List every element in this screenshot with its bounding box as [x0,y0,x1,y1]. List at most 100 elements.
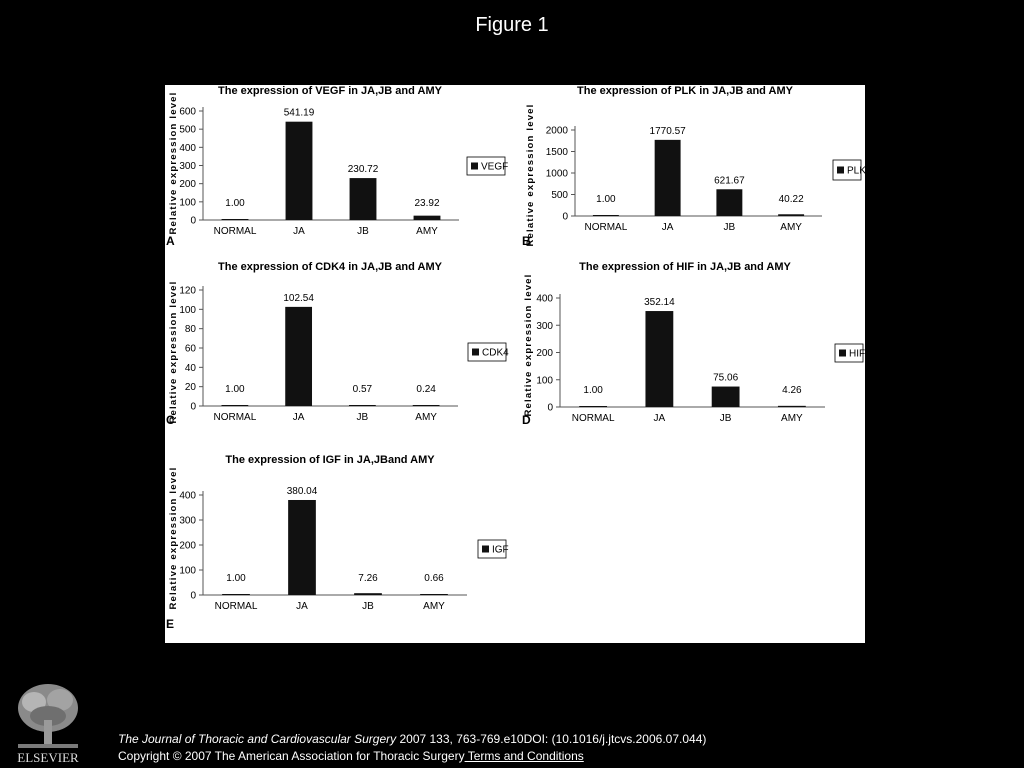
legend-box [834,343,864,363]
x-tick-label: NORMAL [572,413,615,424]
data-label: 7.26 [358,573,378,584]
x-tick-label: NORMAL [584,222,627,233]
figure-panel: The expression of VEGF in JA,JB and AMY 0… [165,85,866,643]
bar [354,593,382,595]
x-tick-label: JB [362,601,374,612]
bar [349,178,377,220]
bar [711,386,740,407]
y-axis-label: Relative expression level [168,466,179,609]
chart-title: The expression of PLK in JA,JB and AMY [577,85,794,97]
y-tick-label: 1500 [546,147,569,158]
legend-box [467,342,507,362]
data-label: 1770.57 [650,126,687,137]
x-tick-label: AMY [780,222,802,233]
bar [716,189,743,216]
bar [412,405,440,406]
data-label: 230.72 [348,164,379,175]
bar [221,219,249,220]
bar [285,306,313,406]
y-tick-label: 200 [179,179,196,190]
y-tick-label: 400 [179,143,196,154]
data-label: 1.00 [225,384,245,395]
bar [579,406,608,407]
x-tick-label: AMY [423,601,445,612]
y-tick-label: 300 [536,321,553,332]
y-tick-label: 20 [185,382,197,393]
bar [778,214,805,216]
citation: 2007 133, 763-769.e10DOI: (10.1016/j.jtc… [396,732,707,746]
panel-letter: E [166,617,174,631]
y-tick-label: 400 [179,491,196,502]
footer: The Journal of Thoracic and Cardiovascul… [118,731,706,765]
y-tick-label: 0 [190,402,196,413]
y-tick-label: 200 [536,348,553,359]
chart-hif: The expression of HIF in JA,JB and AMY 0 1… [522,261,865,427]
bar [413,215,441,220]
logo-text: ELSEVIER [17,750,79,765]
y-tick-label: 400 [536,294,553,305]
x-tick-label: JB [720,413,732,424]
chart-vegf: The expression of VEGF in JA,JB and AMY 0… [166,85,508,248]
bar [654,139,681,216]
citation-line: The Journal of Thoracic and Cardiovascul… [118,731,706,748]
legend-box [832,159,862,181]
bar [348,405,376,406]
legend-box [477,539,507,559]
y-axis-label: Relative expression level [525,103,536,246]
figure-title: Figure 1 [475,14,549,36]
x-tick-label: JA [293,226,305,237]
data-label: 1.00 [225,198,245,209]
x-tick-label: AMY [781,413,803,424]
legend-label: CDK4 [482,348,509,359]
data-label: 380.04 [287,486,318,497]
chart-cdk4: The expression of CDK4 in JA,JB and AMY 0… [166,261,509,427]
y-tick-label: 0 [562,212,568,223]
x-tick-label: AMY [415,412,437,423]
x-tick-label: NORMAL [213,412,256,423]
y-tick-label: 200 [179,541,196,552]
chart-plk: The expression of PLK in JA,JB and AMY 0 5… [522,85,866,248]
data-label: 621.67 [714,175,745,186]
bar [222,594,250,595]
bar [285,121,313,220]
chart-title: The expression of IGF in JA,JBand AMY [225,454,435,466]
x-tick-label: JB [357,226,369,237]
journal-name: The Journal of Thoracic and Cardiovascul… [118,732,397,746]
data-label: 1.00 [583,385,603,396]
data-label: 0.57 [353,384,373,395]
data-label: 23.92 [414,198,439,209]
panel-letter: C [166,413,175,427]
y-axis-label: Relative expression level [168,91,179,234]
data-label: 4.26 [782,385,802,396]
terms-link[interactable]: Terms and Conditions [464,749,584,763]
y-tick-label: 100 [536,375,553,386]
x-tick-label: JA [296,601,308,612]
x-tick-label: JA [662,222,674,233]
y-tick-label: 0 [190,591,196,602]
y-tick-label: 100 [179,305,196,316]
y-tick-label: 300 [179,161,196,172]
legend-label: IGF [492,545,509,556]
legend-swatch [482,545,489,553]
chart-igf: The expression of IGF in JA,JBand AMY 0 10… [166,454,509,631]
y-tick-label: 0 [547,403,553,414]
data-label: 352.14 [644,297,675,308]
bar [221,405,249,406]
chart-title: The expression of VEGF in JA,JB and AMY [218,85,443,97]
legend-swatch [472,348,479,356]
bar [288,499,316,595]
chart-title: The expression of HIF in JA,JB and AMY [579,261,791,273]
panel-letter: B [522,234,531,248]
bar [592,215,619,216]
legend-swatch [471,162,478,170]
y-tick-label: 300 [179,516,196,527]
y-tick-label: 500 [179,125,196,136]
y-tick-label: 80 [185,324,197,335]
y-tick-label: 0 [190,216,196,227]
x-tick-label: JA [293,412,305,423]
y-tick-label: 100 [179,197,196,208]
panel-letter: A [166,234,175,248]
y-tick-label: 120 [179,286,196,297]
elsevier-tree-icon: ELSEVIER [8,680,88,766]
bar [420,594,448,595]
